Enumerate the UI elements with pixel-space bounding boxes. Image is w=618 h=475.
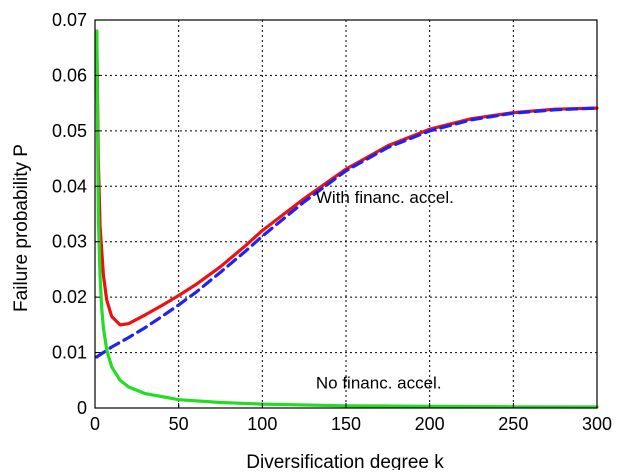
y-tick-label: 0.01 (52, 343, 87, 363)
annotation-label: No financ. accel. (316, 374, 442, 393)
grid (95, 20, 597, 408)
y-tick-label: 0.07 (52, 10, 87, 30)
y-tick-label: 0.05 (52, 121, 87, 141)
x-tick-label: 0 (90, 414, 100, 434)
series-line-blue-dashed (95, 106, 599, 359)
x-tick-label: 300 (582, 414, 612, 434)
annotations: With financ. accel. No financ. accel. (316, 188, 454, 393)
plot-frame (94, 19, 598, 409)
y-tick-label: 0.04 (52, 176, 87, 196)
y-tick-label: 0.03 (52, 232, 87, 252)
x-tick-label: 200 (415, 414, 445, 434)
x-axis-title: Diversification degree k (246, 452, 444, 470)
y-tick-label: 0 (77, 398, 87, 418)
ticks: 0 50 100 150 200 250 300 0 0.01 0.02 0.03 0.04 0.05 0… (52, 10, 612, 434)
x-tick-label: 100 (247, 414, 277, 434)
y-axis-title: Failure probability P (11, 144, 32, 312)
x-tick-label: 150 (331, 414, 361, 434)
series-line-red (95, 29, 599, 327)
series-line-green (95, 29, 599, 409)
series-layer (95, 29, 599, 409)
y-tick-label: 0.02 (52, 287, 87, 307)
x-tick-label: 50 (169, 414, 189, 434)
y-tick-label: 0.06 (52, 65, 87, 85)
annotation-label: With financ. accel. (316, 188, 454, 207)
x-tick-label: 250 (498, 414, 528, 434)
